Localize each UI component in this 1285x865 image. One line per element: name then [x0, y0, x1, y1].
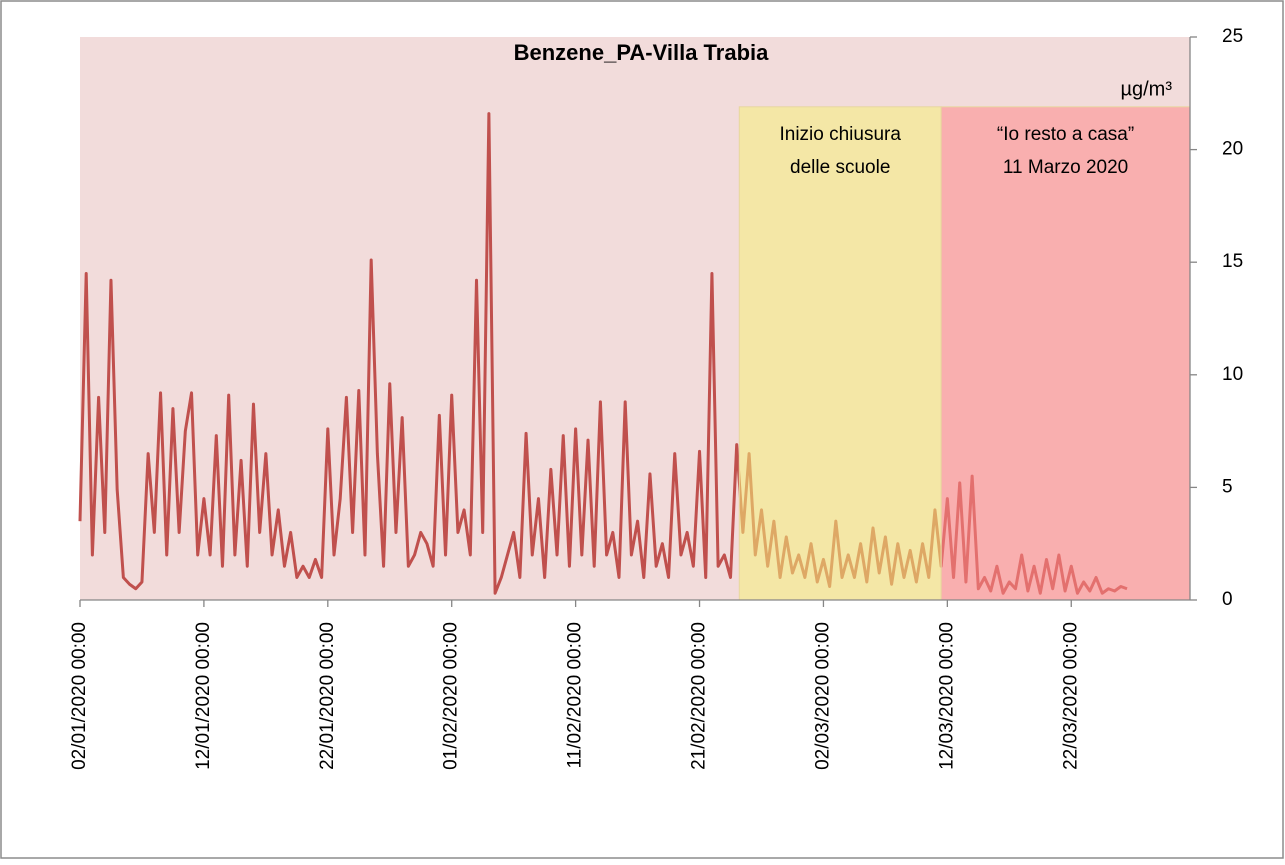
x-tick-label: 21/02/2020 00:00	[689, 622, 710, 770]
x-tick-label: 22/03/2020 00:00	[1060, 622, 1081, 770]
y-tick-label: 0	[1222, 589, 1233, 610]
band-label: Inizio chiusura	[779, 124, 901, 145]
y-tick-label: 10	[1222, 364, 1243, 385]
x-tick-label: 12/01/2020 00:00	[193, 622, 214, 770]
unit-label: µg/m³	[1120, 78, 1172, 100]
y-tick-label: 25	[1222, 26, 1243, 47]
x-tick-label: 02/03/2020 00:00	[812, 622, 833, 770]
x-tick-label: 02/01/2020 00:00	[69, 622, 90, 770]
band-label: 11 Marzo 2020	[1003, 157, 1128, 178]
y-tick-label: 20	[1222, 139, 1243, 160]
x-tick-label: 12/03/2020 00:00	[936, 622, 957, 770]
y-tick-label: 5	[1222, 476, 1233, 497]
period-band	[940, 106, 1191, 601]
chart-title: Benzene_PA-Villa Trabia	[514, 40, 769, 65]
y-tick-label: 15	[1222, 251, 1243, 272]
period-band	[738, 106, 942, 601]
x-tick-label: 22/01/2020 00:00	[317, 622, 338, 770]
band-label: “Io resto a casa”	[997, 124, 1134, 145]
plot-area: Inizio chiusura delle scuole “Io resto a c…	[69, 26, 1243, 770]
x-tick-label: 11/02/2020 00:00	[565, 622, 586, 769]
x-tick-label: 01/02/2020 00:00	[441, 622, 462, 770]
band-label: delle scuole	[790, 157, 890, 178]
